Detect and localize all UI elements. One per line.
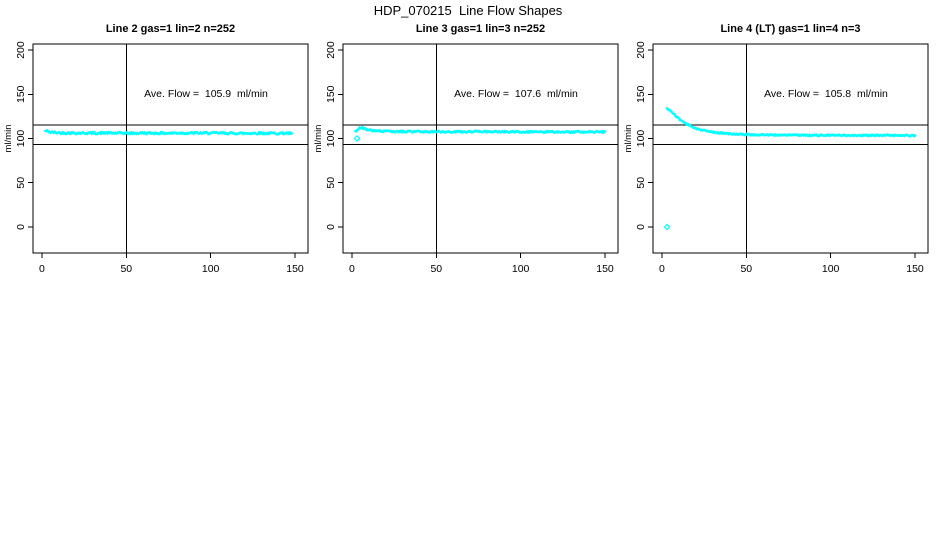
svg-text:200: 200	[635, 41, 647, 59]
svg-text:150: 150	[635, 85, 647, 103]
ave-flow-annotation-line4: Ave. Flow = 105.8 ml/min	[764, 88, 888, 100]
svg-text:0: 0	[635, 224, 647, 230]
svg-text:100: 100	[325, 130, 337, 148]
panel-title-line3: Line 3 gas=1 lin=3 n=252	[415, 23, 546, 35]
svg-text:50: 50	[740, 263, 752, 275]
svg-text:200: 200	[325, 41, 337, 59]
svg-text:0: 0	[15, 224, 27, 230]
svg-text:0: 0	[349, 263, 355, 275]
svg-text:50: 50	[325, 177, 337, 189]
svg-text:150: 150	[596, 263, 614, 275]
svg-text:50: 50	[120, 263, 132, 275]
svg-text:150: 150	[15, 85, 27, 103]
flow-shape-plots: 0 50 100 150 0 50 100 150 200 ml/min 0 50 100 150 0 50 1…	[3, 41, 929, 275]
svg-text:100: 100	[512, 263, 530, 275]
svg-text:0: 0	[39, 263, 45, 275]
ave-flow-annotation-line3: Ave. Flow = 107.6 ml/min	[454, 88, 578, 100]
svg-text:ml/min: ml/min	[3, 125, 14, 153]
svg-text:50: 50	[15, 177, 27, 189]
svg-text:150: 150	[906, 263, 924, 275]
svg-text:50: 50	[430, 263, 442, 275]
svg-text:0: 0	[325, 224, 337, 230]
svg-text:100: 100	[202, 263, 220, 275]
panel-title-line2: Line 2 gas=1 lin=2 n=252	[105, 23, 236, 35]
svg-text:150: 150	[286, 263, 304, 275]
svg-text:ml/min: ml/min	[623, 125, 634, 153]
ave-flow-annotation-line2: Ave. Flow = 105.9 ml/min	[144, 88, 268, 100]
svg-text:100: 100	[15, 130, 27, 148]
svg-text:150: 150	[325, 85, 337, 103]
svg-text:200: 200	[15, 41, 27, 59]
svg-text:100: 100	[635, 130, 647, 148]
svg-text:100: 100	[822, 263, 840, 275]
figure-title: HDP_070215 Line Flow Shapes	[373, 3, 563, 18]
panel-title-line4: Line 4 (LT) gas=1 lin=4 n=3	[720, 23, 861, 35]
svg-text:0: 0	[659, 263, 665, 275]
svg-text:50: 50	[635, 177, 647, 189]
svg-text:ml/min: ml/min	[313, 125, 324, 153]
